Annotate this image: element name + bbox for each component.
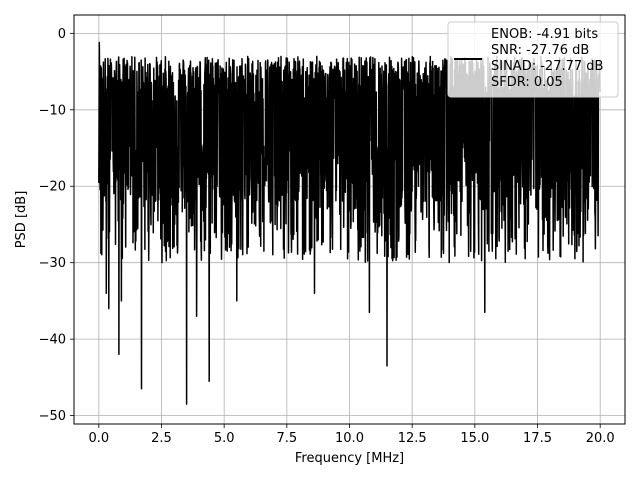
legend: ENOB: -4.91 bits SNR: -27.76 dB SINAD: -… [447, 21, 619, 98]
y-axis-ticks: 0 −10 −20 −30 −40 −50 [39, 27, 74, 424]
y-tick-label: −10 [39, 103, 66, 118]
x-tick-label: 20.0 [586, 431, 615, 446]
y-tick-label: −20 [39, 180, 66, 195]
x-tick-label: 0.0 [88, 431, 109, 446]
x-tick-label: 15.0 [460, 431, 489, 446]
x-tick-label: 7.5 [276, 431, 297, 446]
x-tick-label: 12.5 [398, 431, 427, 446]
y-tick-label: 0 [58, 27, 66, 42]
x-axis-title: Frequency [MHz] [295, 451, 404, 466]
legend-line-sinad: SINAD: -27.77 dB [491, 59, 603, 74]
y-axis-title: PSD [dB] [14, 191, 29, 249]
legend-line-snr: SNR: -27.76 dB [491, 43, 589, 58]
x-tick-label: 17.5 [523, 431, 552, 446]
x-tick-label: 10.0 [335, 431, 364, 446]
legend-box [447, 21, 619, 98]
y-tick-label: −30 [39, 256, 66, 271]
legend-line-enob: ENOB: -4.91 bits [491, 27, 598, 42]
legend-line-sfdr: SFDR: 0.05 [491, 75, 563, 90]
x-tick-label: 5.0 [214, 431, 235, 446]
x-tick-label: 2.5 [151, 431, 172, 446]
y-tick-label: −40 [39, 333, 66, 348]
y-tick-label: −50 [39, 409, 66, 424]
x-axis-ticks: 0.0 2.5 5.0 7.5 10.0 12.5 15.0 17.5 20.0 [88, 424, 615, 446]
